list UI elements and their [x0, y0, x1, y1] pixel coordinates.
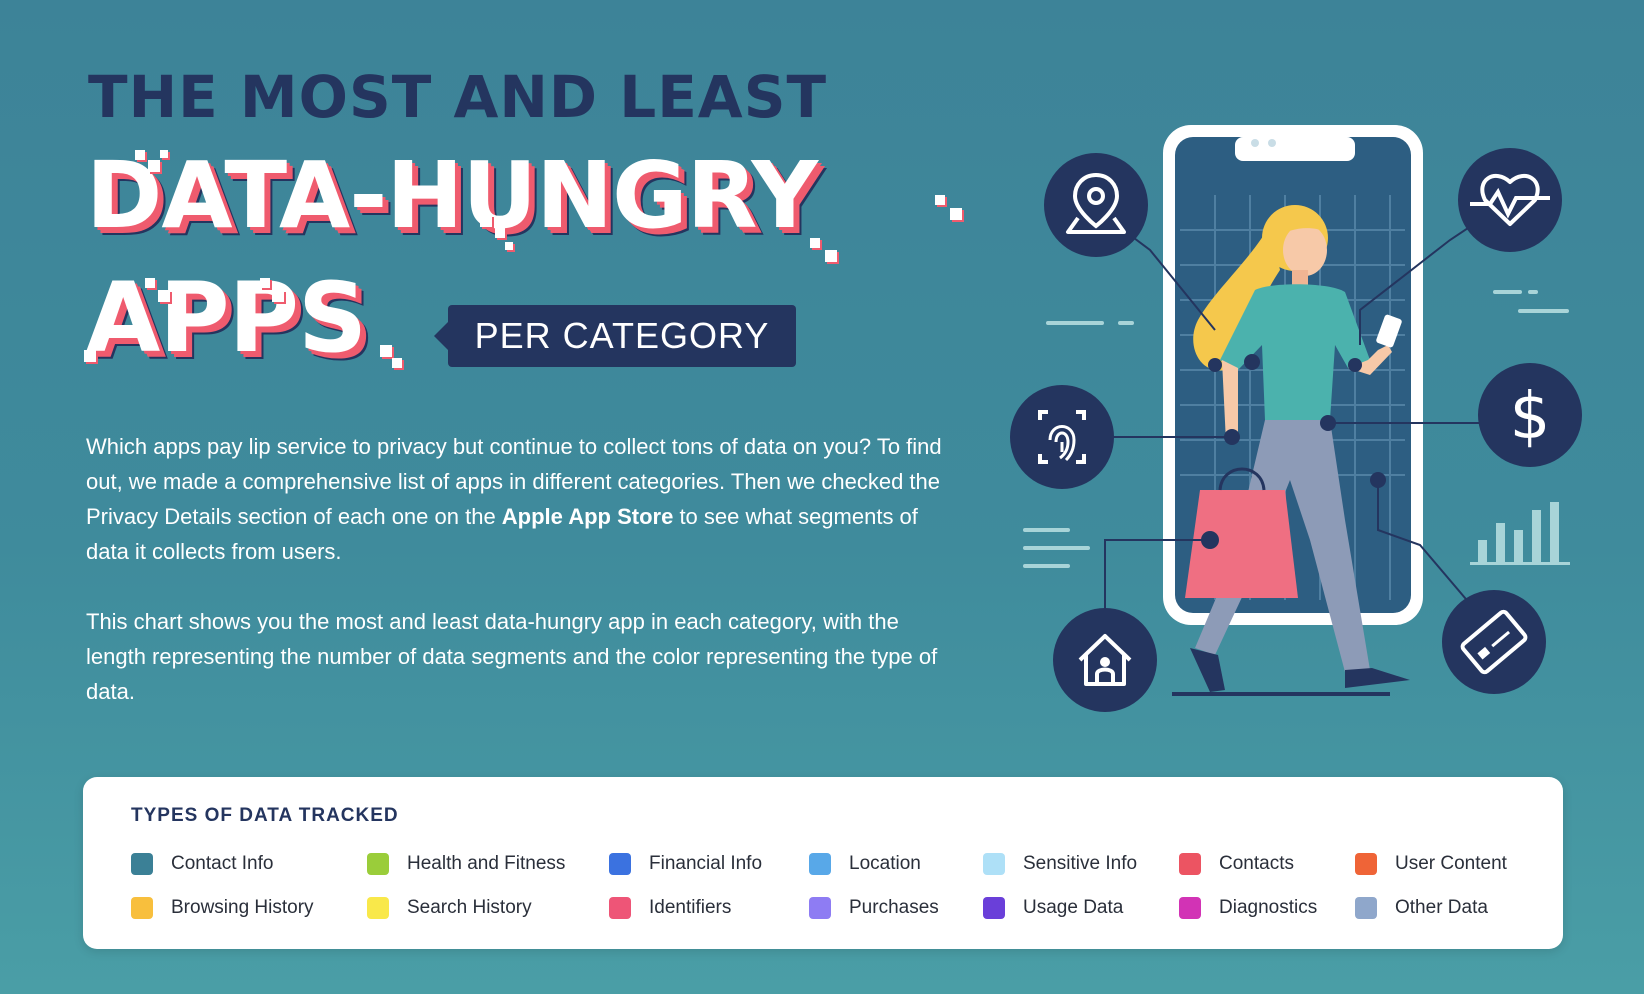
credit-card-icon — [1442, 590, 1546, 694]
legend-item: Contact Info — [131, 853, 273, 875]
title-line-1: THE MOST AND LEAST — [88, 63, 828, 131]
decorative-lines — [1023, 290, 1569, 568]
legend-swatch — [1355, 853, 1377, 875]
legend-item: Other Data — [1355, 897, 1488, 919]
legend-label: Search History — [407, 897, 532, 918]
bar-chart-icon — [1470, 502, 1570, 565]
legend-item: User Content — [1355, 853, 1507, 875]
legend-label: Contact Info — [171, 853, 274, 874]
legend-item: Contacts — [1179, 853, 1294, 875]
legend-item: Health and Fitness — [367, 853, 565, 875]
legend-swatch — [1179, 897, 1201, 919]
legend-label: Other Data — [1395, 897, 1488, 918]
legend-label: Health and Fitness — [407, 853, 566, 874]
title-line-2: DATA-HUNGRY — [86, 142, 818, 249]
legend-item: Purchases — [809, 897, 939, 919]
app-store-emphasis: Apple App Store — [501, 504, 674, 529]
legend-item: Sensitive Info — [983, 853, 1137, 875]
legend-label: User Content — [1395, 853, 1507, 874]
legend-swatch — [609, 897, 631, 919]
legend-label: Usage Data — [1023, 897, 1124, 918]
title-line-3: APPS — [86, 262, 367, 374]
per-category-tag: PER CATEGORY — [434, 305, 796, 367]
legend-label: Contacts — [1219, 853, 1294, 874]
dollar-symbol: $ — [1510, 380, 1551, 454]
legend-swatch — [809, 853, 831, 875]
legend-item: Diagnostics — [1179, 897, 1317, 919]
heart-rate-icon — [1458, 148, 1562, 252]
legend-item: Identifiers — [609, 897, 731, 919]
legend-swatch — [1355, 897, 1377, 919]
legend-swatch — [609, 853, 631, 875]
legend-swatch — [983, 897, 1005, 919]
legend-swatch — [809, 897, 831, 919]
legend-panel: TYPES OF DATA TRACKED Contact Info Healt… — [83, 777, 1563, 949]
connector-dots — [1201, 358, 1386, 549]
intro-text-1b: to see what segments of data it collects… — [86, 504, 918, 564]
legend-label: Purchases — [849, 897, 939, 918]
legend-title: TYPES OF DATA TRACKED — [131, 805, 399, 826]
legend-item: Browsing History — [131, 897, 314, 919]
legend-label: Sensitive Info — [1023, 853, 1138, 874]
legend-swatch — [367, 897, 389, 919]
legend-swatch — [131, 853, 153, 875]
legend-item: Search History — [367, 897, 532, 919]
intro-text-1a: Which apps pay lip service to privacy bu… — [86, 434, 942, 529]
intro-paragraph-2: This chart shows you the most and least … — [86, 609, 938, 704]
legend-item: Location — [809, 853, 921, 875]
legend-label: Location — [849, 853, 921, 874]
location-pin-icon — [1044, 153, 1148, 257]
home-icon — [1053, 608, 1157, 712]
legend-label: Diagnostics — [1219, 897, 1318, 918]
per-category-label: PER CATEGORY — [474, 315, 770, 356]
legend-label: Financial Info — [649, 853, 763, 874]
legend-item: Financial Info — [609, 853, 762, 875]
legend-label: Browsing History — [171, 897, 314, 918]
legend-label: Identifiers — [649, 897, 732, 918]
intro-paragraph-1: Which apps pay lip service to privacy bu… — [86, 429, 946, 569]
legend-swatch — [367, 853, 389, 875]
legend-swatch — [1179, 853, 1201, 875]
legend-swatch — [131, 897, 153, 919]
legend-item: Usage Data — [983, 897, 1123, 919]
fingerprint-icon — [1010, 385, 1114, 489]
legend-swatch — [983, 853, 1005, 875]
dollar-icon: $ — [1478, 363, 1582, 467]
